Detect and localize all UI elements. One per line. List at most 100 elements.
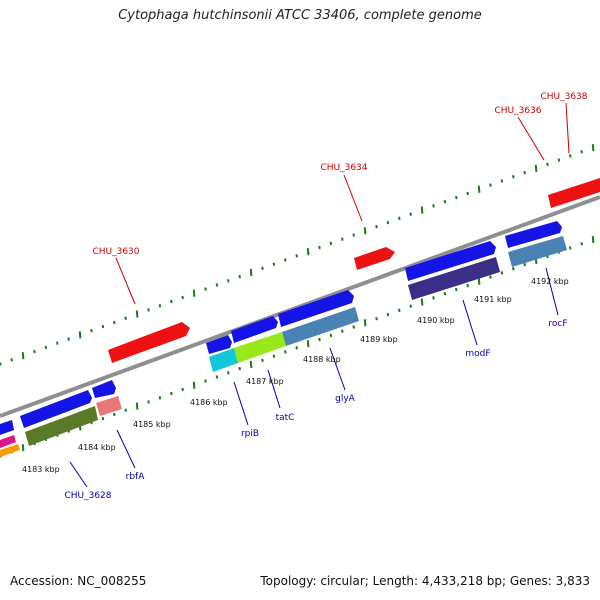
tick-mark — [272, 354, 276, 358]
cog-bar-steel-1 — [282, 307, 359, 346]
tick-mark — [135, 402, 139, 410]
gene-blue-6[interactable] — [278, 290, 354, 327]
upper-label-leaders — [115, 102, 570, 305]
accession-text: Accession: NC_008255 — [10, 574, 147, 588]
label-CHU_3638[interactable]: CHU_3638 — [540, 92, 587, 102]
tick-mark — [329, 241, 333, 246]
tick-mark — [477, 277, 481, 285]
tick-mark — [113, 320, 116, 325]
tick-mark — [489, 275, 492, 279]
gene-blue-4[interactable] — [206, 335, 232, 354]
tick-mark — [113, 412, 116, 417]
tick-mark — [158, 396, 162, 400]
tick-mark — [215, 375, 219, 379]
tick-mark — [432, 204, 435, 208]
tick-mark — [192, 381, 196, 389]
tick-mark — [181, 387, 184, 392]
tick-mark — [591, 144, 595, 152]
tick-mark — [477, 185, 481, 193]
tick-mark — [90, 329, 93, 333]
tick-mark — [261, 358, 264, 362]
tick-mark — [580, 242, 583, 246]
tick-mark — [318, 337, 321, 342]
tick-mark — [580, 150, 583, 154]
tick-mark — [306, 340, 310, 348]
tick-mark — [318, 245, 321, 250]
tick-mark — [591, 236, 595, 244]
tick-mark — [124, 316, 127, 320]
tick-mark — [569, 246, 572, 250]
tick-mark — [512, 175, 515, 179]
tick-mark — [249, 268, 253, 277]
cog-bar-indigo — [408, 257, 500, 300]
label-CHU_3636[interactable]: CHU_3636 — [494, 106, 541, 116]
gene-blue-2[interactable] — [20, 390, 92, 428]
kbp-label-4183: 4183 kbp — [22, 465, 60, 474]
tick-mark — [78, 331, 82, 339]
tick-mark — [455, 287, 458, 292]
gene-CHU_3634[interactable] — [354, 247, 395, 270]
gene-blue-8[interactable] — [505, 221, 562, 248]
tick-mark — [341, 237, 344, 241]
tick-mark — [158, 304, 162, 308]
map-title: Cytophaga hutchinsonii ATCC 33406, compl… — [118, 8, 482, 23]
tick-mark — [398, 308, 401, 313]
kbp-label-4184: 4184 kbp — [78, 443, 116, 452]
tick-mark — [192, 289, 196, 297]
tick-mark — [284, 350, 287, 354]
label-glyA[interactable]: glyA — [335, 394, 356, 404]
tick-mark — [523, 170, 526, 175]
label-rocF[interactable]: rocF — [548, 319, 567, 329]
tick-mark — [170, 391, 173, 396]
tick-mark — [101, 324, 105, 329]
gene-blue-7[interactable] — [405, 241, 496, 281]
cog-bar-orange — [0, 444, 20, 457]
label-rbfA[interactable]: rbfA — [126, 472, 146, 482]
label-CHU_3628[interactable]: CHU_3628 — [64, 491, 111, 501]
tick-mark — [147, 308, 150, 312]
kbp-label-4188: 4188 kbp — [303, 355, 341, 364]
kbp-label-4192: 4192 kbp — [531, 277, 569, 286]
tick-mark — [386, 312, 390, 317]
cog-bar-cyan — [209, 348, 238, 372]
genome-summary-text: Topology: circular; Length: 4,433,218 bp… — [260, 574, 590, 588]
tick-mark — [398, 216, 401, 221]
tick-mark — [557, 158, 561, 162]
label-rpiB[interactable]: rpiB — [241, 429, 259, 439]
tick-mark — [386, 220, 390, 225]
gene-blue-3[interactable] — [92, 380, 116, 398]
label-CHU_3630[interactable]: CHU_3630 — [92, 247, 139, 257]
label-modF[interactable]: modF — [465, 349, 490, 359]
gene-blue-5[interactable] — [231, 316, 278, 343]
tick-mark — [420, 206, 424, 214]
kbp-label-4189: 4189 kbp — [360, 335, 398, 344]
tick-mark — [546, 162, 549, 166]
tick-mark — [101, 416, 105, 421]
tick-mark — [227, 279, 230, 283]
tick-mark — [375, 316, 378, 321]
tick-mark — [227, 371, 230, 375]
tick-mark — [352, 325, 355, 329]
tick-mark — [147, 400, 150, 404]
tick-mark — [204, 287, 207, 291]
tick-mark — [466, 191, 469, 196]
tick-mark — [0, 362, 2, 366]
tick-mark — [409, 304, 412, 308]
label-CHU_3634[interactable]: CHU_3634 — [320, 163, 367, 173]
tick-mark — [500, 271, 504, 275]
gene-CHU_3638[interactable] — [548, 178, 600, 208]
cog-bar-lime — [234, 332, 286, 363]
kbp-label-4186: 4186 kbp — [190, 398, 228, 407]
tick-mark — [329, 333, 333, 338]
gene-CHU_3630[interactable] — [108, 322, 190, 363]
tick-mark — [375, 224, 378, 229]
label-tatC[interactable]: tatC — [276, 413, 295, 423]
cog-bar-magenta — [0, 435, 16, 448]
cog-bar-steel-2 — [508, 236, 567, 267]
tick-mark — [363, 227, 367, 235]
kbp-label-4185: 4185 kbp — [133, 420, 171, 429]
gene-blue-1[interactable] — [0, 420, 14, 435]
tick-mark — [215, 283, 219, 287]
tick-mark — [56, 341, 59, 345]
